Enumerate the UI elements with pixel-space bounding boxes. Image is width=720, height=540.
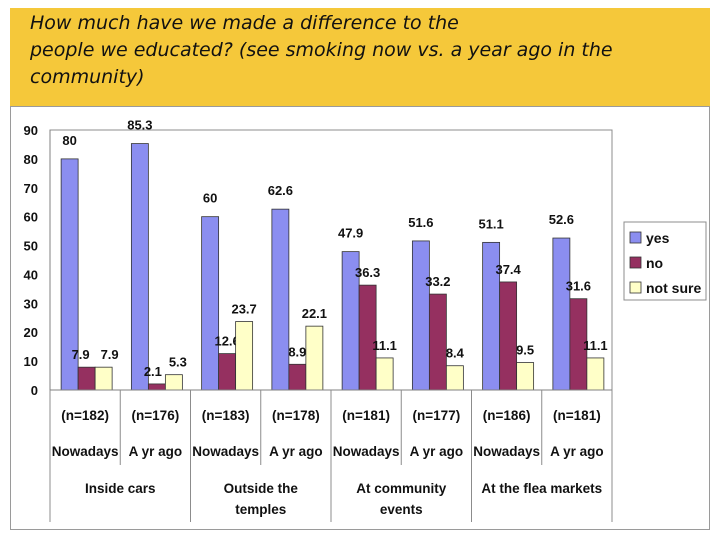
legend-label: no — [646, 255, 663, 271]
y-tick-label: 30 — [24, 296, 38, 311]
y-tick-label: 70 — [24, 181, 38, 196]
data-label: 11.1 — [583, 338, 608, 353]
bar-not-sure — [305, 325, 324, 391]
y-tick-label: 90 — [24, 123, 38, 138]
data-label: 7.9 — [72, 347, 90, 362]
data-label: 5.3 — [169, 355, 187, 370]
y-tick-label: 10 — [24, 354, 38, 369]
sample-size-label: (n=177) — [413, 408, 461, 423]
sample-size-label: (n=186) — [483, 408, 531, 423]
data-label: 52.6 — [549, 212, 574, 227]
sample-size-label: (n=178) — [272, 408, 320, 423]
data-label: 22.1 — [302, 306, 327, 321]
y-tick-label: 0 — [31, 383, 38, 398]
category-label: Nowadays — [333, 444, 400, 459]
bar-not-sure — [516, 362, 535, 391]
legend-swatch — [629, 256, 642, 269]
data-label: 31.6 — [566, 279, 591, 294]
category-label: Nowadays — [52, 444, 119, 459]
y-tick-label: 50 — [24, 239, 38, 254]
data-label: 8.9 — [288, 344, 306, 359]
bar-no — [147, 383, 166, 391]
data-label: 36.3 — [355, 265, 380, 280]
bar-no — [218, 353, 237, 391]
data-label: 9.5 — [516, 343, 534, 358]
data-label: 51.6 — [408, 215, 433, 230]
category-label: A yr ago — [550, 444, 604, 459]
group-label: temples — [235, 502, 286, 517]
sample-size-label: (n=181) — [553, 408, 601, 423]
data-label: 85.3 — [127, 118, 152, 133]
sample-size-label: (n=181) — [342, 408, 390, 423]
data-label: 12.6 — [214, 334, 239, 349]
sample-size-label: (n=182) — [61, 408, 109, 423]
bar-not-sure — [375, 357, 394, 391]
legend-swatch — [629, 281, 642, 294]
legend-label: yes — [646, 230, 670, 246]
data-label: 37.4 — [495, 262, 521, 277]
group-label: Inside cars — [85, 481, 156, 496]
bar-yes — [552, 237, 571, 391]
data-label: 80 — [62, 133, 76, 148]
bar-yes — [411, 240, 430, 391]
sample-size-label: (n=183) — [202, 408, 250, 423]
category-label: A yr ago — [269, 444, 323, 459]
group-label: At the flea markets — [481, 481, 602, 496]
category-label: Nowadays — [192, 444, 259, 459]
data-label: 2.1 — [144, 364, 162, 379]
bar-not-sure — [445, 365, 464, 391]
data-label: 47.9 — [338, 226, 363, 241]
category-label: A yr ago — [410, 444, 464, 459]
data-label: 11.1 — [372, 338, 397, 353]
legend-label: not sure — [646, 280, 701, 296]
bar-no — [288, 363, 307, 391]
bar-yes — [271, 208, 290, 391]
y-tick-label: 20 — [24, 325, 38, 340]
data-label: 51.1 — [478, 216, 503, 231]
bar-not-sure — [164, 374, 183, 391]
bar-no — [77, 366, 96, 391]
bar-not-sure — [94, 366, 113, 391]
data-label: 62.6 — [268, 183, 293, 198]
sample-size-label: (n=176) — [132, 408, 180, 423]
group-label: events — [380, 502, 423, 517]
y-tick-label: 80 — [24, 152, 38, 167]
category-label: Nowadays — [473, 444, 540, 459]
category-label: A yr ago — [129, 444, 183, 459]
bar-no — [428, 293, 447, 391]
group-label: Outside the — [224, 481, 299, 496]
slide-title: How much have we made a difference to th… — [30, 12, 613, 88]
bar-not-sure — [586, 357, 605, 391]
data-label: 23.7 — [231, 302, 256, 317]
data-label: 33.2 — [425, 274, 450, 289]
data-label: 8.4 — [446, 346, 465, 361]
legend-swatch — [629, 231, 642, 244]
bar-not-sure — [235, 321, 254, 391]
data-label: 60 — [203, 191, 217, 206]
bar-no — [499, 281, 518, 391]
y-tick-label: 60 — [24, 210, 38, 225]
data-label: 7.9 — [101, 347, 119, 362]
y-tick-label: 40 — [24, 267, 38, 282]
group-label: At community — [356, 481, 446, 496]
bar-yes — [201, 216, 220, 391]
title-band — [10, 8, 710, 106]
bar-yes — [130, 143, 149, 391]
